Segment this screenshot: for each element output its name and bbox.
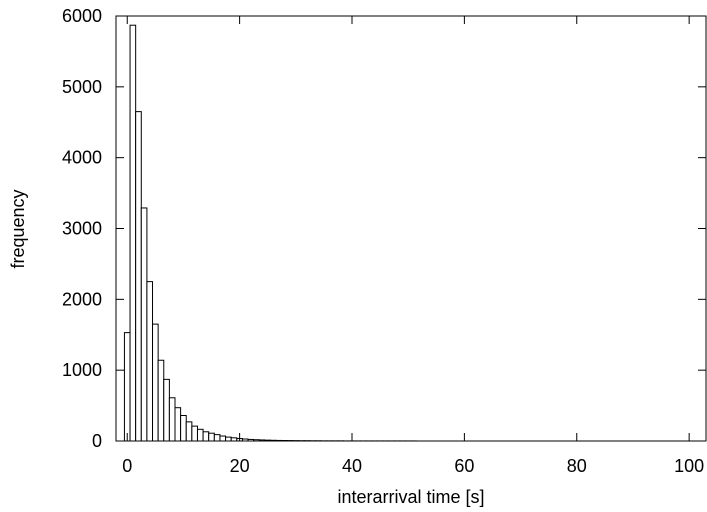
histogram-bar (213, 434, 221, 442)
histogram-bar (185, 421, 193, 442)
histogram-bar (191, 425, 198, 442)
x-axis-title: interarrival time [s] (337, 487, 484, 507)
histogram-bar (219, 435, 227, 442)
x-axis: 0 20 40 60 80 100 (122, 16, 704, 476)
y-axis: 0 1000 2000 3000 4000 5000 6000 (62, 6, 706, 451)
histogram-bar (202, 431, 210, 442)
bars-group (123, 24, 418, 442)
histogram-bar (157, 359, 165, 442)
y-tick-label: 5000 (62, 77, 102, 97)
x-tick-label: 0 (122, 456, 132, 476)
histogram-bar (168, 397, 176, 442)
histogram-bar (123, 332, 131, 442)
x-tick-label: 80 (567, 456, 587, 476)
x-tick-label: 100 (674, 456, 704, 476)
y-tick-label: 0 (92, 431, 102, 451)
x-tick-label: 60 (454, 456, 474, 476)
histogram-bar (135, 111, 142, 442)
y-tick-label: 2000 (62, 289, 102, 309)
y-axis-title: frequency (8, 189, 28, 268)
y-tick-label: 4000 (62, 148, 102, 168)
x-tick-label: 20 (230, 456, 250, 476)
histogram-bar (174, 407, 182, 442)
histogram-bar (146, 281, 154, 442)
histogram-bar (129, 24, 137, 442)
x-tick-label: 40 (342, 456, 362, 476)
plot-frame (115, 15, 707, 442)
histogram-bar (196, 428, 204, 442)
histogram-bar (225, 436, 232, 442)
histogram-bar (140, 207, 148, 442)
histogram-bar (163, 378, 170, 442)
histogram-bar (152, 323, 159, 442)
histogram-bar (180, 415, 187, 442)
y-tick-label: 6000 (62, 6, 102, 26)
y-tick-label: 1000 (62, 360, 102, 380)
histogram-bar (208, 432, 215, 442)
y-tick-label: 3000 (62, 219, 102, 239)
